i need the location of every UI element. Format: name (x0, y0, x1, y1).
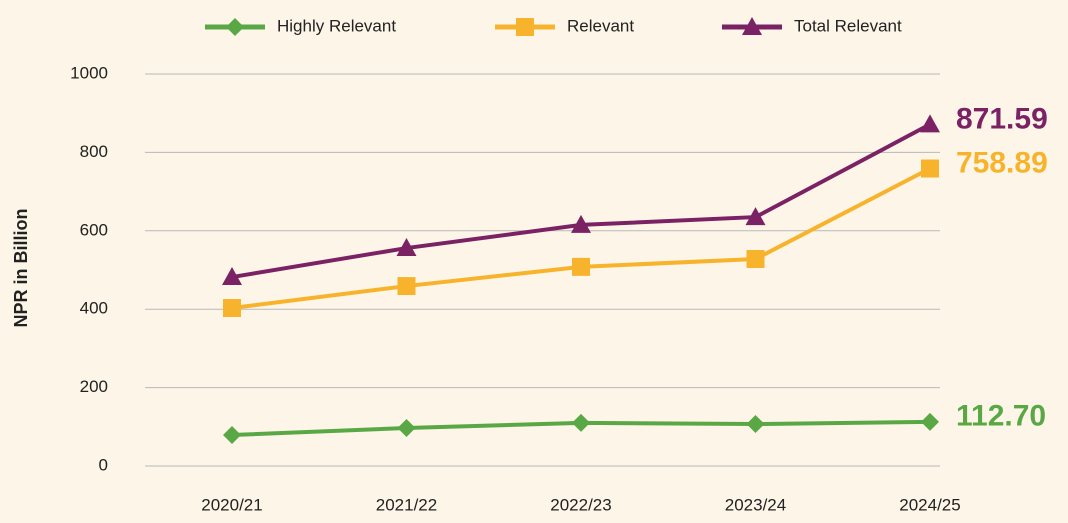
marker (746, 250, 765, 269)
marker (571, 214, 591, 233)
value-label: 112.70 (956, 400, 1046, 433)
x-tick-label: 2020/21 (201, 495, 262, 514)
y-tick-label: 0 (99, 455, 108, 474)
marker (745, 207, 766, 226)
marker (223, 299, 241, 318)
x-tick-label: 2023/24 (725, 495, 786, 514)
legend-marker (516, 18, 534, 36)
x-tick-label: 2021/22 (376, 495, 437, 514)
marker (222, 267, 242, 286)
y-tick-label: 200 (80, 377, 108, 396)
legend-marker (226, 18, 244, 36)
marker (920, 114, 940, 133)
y-tick-label: 800 (80, 142, 108, 161)
legend-label: Highly Relevant (277, 16, 396, 35)
y-tick-label: 400 (80, 299, 108, 318)
marker (396, 238, 417, 257)
marker (223, 426, 241, 445)
y-tick-label: 1000 (70, 63, 108, 82)
marker (572, 413, 590, 432)
legend-label: Total Relevant (794, 16, 902, 35)
x-tick-label: 2024/25 (899, 495, 960, 514)
legend-marker (742, 17, 762, 35)
marker (746, 415, 765, 434)
y-tick-label: 600 (80, 220, 108, 239)
legend-label: Relevant (567, 16, 634, 35)
marker (921, 159, 939, 178)
x-tick-label: 2022/23 (550, 495, 611, 514)
marker (397, 418, 416, 437)
y-axis-title: NPR in Billion (11, 209, 31, 328)
marker (397, 277, 416, 296)
value-label: 758.89 (956, 146, 1048, 179)
marker (572, 257, 590, 276)
marker (921, 412, 939, 431)
value-label: 871.59 (956, 102, 1048, 135)
